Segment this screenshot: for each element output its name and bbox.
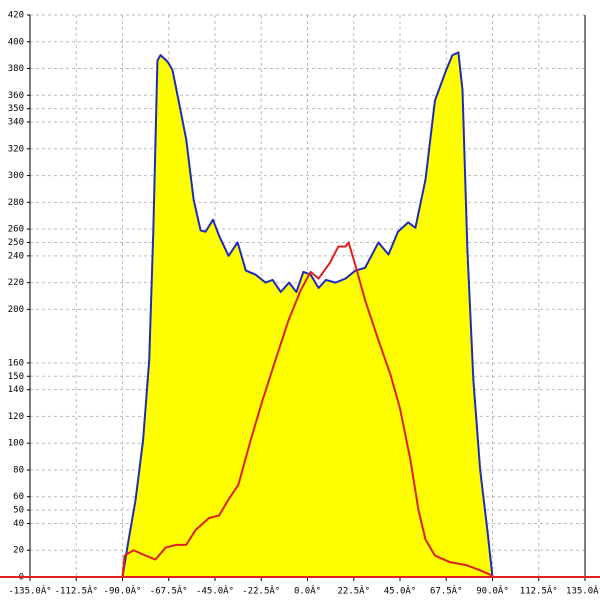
x-tick-label: 0.0Â° [294,585,321,597]
y-tick-label: 160 [8,358,24,368]
x-tick-label: 67.5Â° [430,585,463,597]
y-tick-label: 140 [8,385,24,395]
y-tick-label: 360 [8,91,24,101]
x-tick-label: 45.0Â° [384,585,417,597]
x-tick-label: -22.5Â° [242,585,280,597]
y-tick-label: 320 [8,144,24,154]
x-tick-label: -45.0Â° [196,585,234,597]
y-tick-label: 280 [8,198,24,208]
y-tick-label: 400 [8,37,24,47]
y-tick-label: 80 [13,465,24,475]
y-tick-label: 40 [13,519,24,529]
y-tick-label: 20 [13,546,24,556]
y-tick-label: 120 [8,412,24,422]
x-tick-label: 22.5Â° [337,585,370,597]
y-tick-label: 380 [8,64,24,74]
y-tick-label: 300 [8,171,24,181]
y-tick-label: 260 [8,225,24,235]
y-tick-label: 240 [8,251,24,261]
y-tick-label: 200 [8,305,24,315]
y-tick-label: 420 [8,11,24,21]
y-tick-label: 60 [13,492,24,502]
x-tick-label: 90.0Â° [476,585,509,597]
y-tick-label: 350 [8,104,24,114]
area-fill [122,52,493,577]
x-tick-label: 135.0Â° [566,585,600,597]
y-tick-label: 340 [8,118,24,128]
y-tick-label: 220 [8,278,24,288]
y-tick-label: 100 [8,439,24,449]
x-tick-label: -67.5Â° [150,585,188,597]
y-tick-label: 250 [8,238,24,248]
y-tick-label: 50 [13,506,24,516]
x-tick-label: 112.5Â° [520,585,558,597]
y-tick-label: 150 [8,372,24,382]
x-tick-label: -90.0Â° [104,585,142,597]
area-outline [121,51,494,578]
x-tick-label: -112.5Â° [55,585,98,597]
x-tick-label: -135.0Â° [8,585,51,597]
line [121,241,493,578]
